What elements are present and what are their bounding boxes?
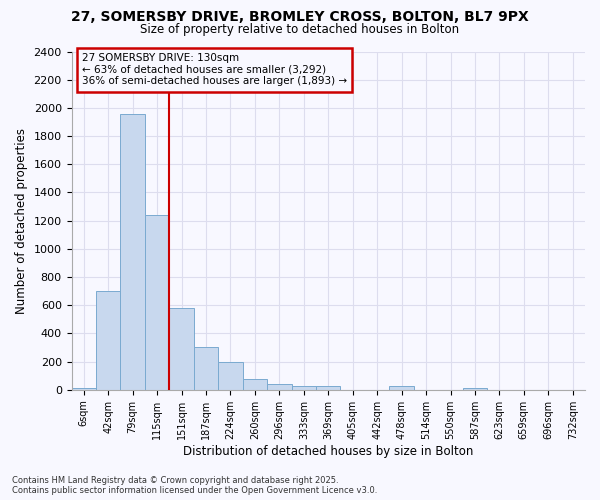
Bar — [389, 386, 414, 390]
Bar — [218, 362, 242, 390]
Bar — [96, 291, 121, 390]
Bar — [267, 384, 292, 390]
Text: Size of property relative to detached houses in Bolton: Size of property relative to detached ho… — [140, 22, 460, 36]
Bar — [316, 386, 340, 390]
Y-axis label: Number of detached properties: Number of detached properties — [15, 128, 28, 314]
X-axis label: Distribution of detached houses by size in Bolton: Distribution of detached houses by size … — [183, 444, 473, 458]
Bar — [463, 388, 487, 390]
Bar — [121, 114, 145, 390]
Bar — [145, 215, 169, 390]
Bar — [242, 378, 267, 390]
Text: 27, SOMERSBY DRIVE, BROMLEY CROSS, BOLTON, BL7 9PX: 27, SOMERSBY DRIVE, BROMLEY CROSS, BOLTO… — [71, 10, 529, 24]
Bar — [194, 347, 218, 390]
Bar — [292, 386, 316, 390]
Bar — [169, 308, 194, 390]
Text: 27 SOMERSBY DRIVE: 130sqm
← 63% of detached houses are smaller (3,292)
36% of se: 27 SOMERSBY DRIVE: 130sqm ← 63% of detac… — [82, 53, 347, 86]
Text: Contains HM Land Registry data © Crown copyright and database right 2025.
Contai: Contains HM Land Registry data © Crown c… — [12, 476, 377, 495]
Bar — [71, 388, 96, 390]
